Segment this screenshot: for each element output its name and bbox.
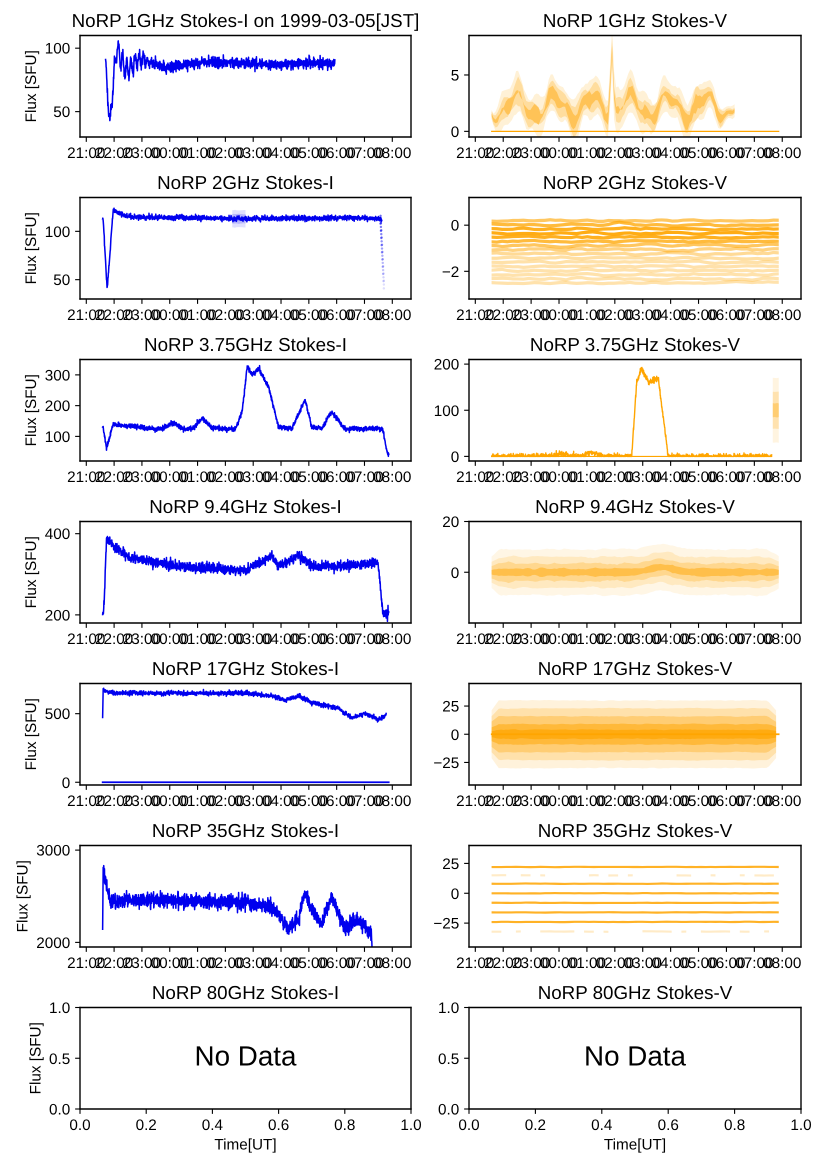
svg-text:NoRP 1GHz Stokes-V: NoRP 1GHz Stokes-V <box>543 11 727 32</box>
svg-text:08:00: 08:00 <box>763 307 801 324</box>
svg-text:NoRP 3.75GHz Stokes-V: NoRP 3.75GHz Stokes-V <box>530 335 740 356</box>
svg-text:0.2: 0.2 <box>525 1117 546 1134</box>
svg-text:0.0: 0.0 <box>69 1117 90 1134</box>
svg-text:2000: 2000 <box>36 935 70 952</box>
svg-text:1.0: 1.0 <box>438 1001 459 1018</box>
svg-text:NoRP 17GHz Stokes-I: NoRP 17GHz Stokes-I <box>152 659 339 680</box>
svg-text:08:00: 08:00 <box>373 793 411 810</box>
svg-text:−25: −25 <box>433 755 459 772</box>
svg-text:No Data: No Data <box>584 1042 687 1073</box>
svg-text:08:00: 08:00 <box>373 145 411 162</box>
svg-text:Flux [SFU]: Flux [SFU] <box>15 860 32 932</box>
svg-text:100: 100 <box>45 41 70 58</box>
svg-text:08:00: 08:00 <box>373 469 411 486</box>
svg-text:Flux [SFU]: Flux [SFU] <box>24 50 41 122</box>
svg-text:0.4: 0.4 <box>591 1117 612 1134</box>
svg-text:NoRP 3.75GHz Stokes-I: NoRP 3.75GHz Stokes-I <box>144 335 347 356</box>
svg-text:50: 50 <box>53 273 70 290</box>
svg-text:08:00: 08:00 <box>763 793 801 810</box>
svg-text:1.0: 1.0 <box>400 1117 421 1134</box>
svg-text:08:00: 08:00 <box>763 469 801 486</box>
svg-text:08:00: 08:00 <box>373 955 411 972</box>
svg-text:200: 200 <box>434 357 459 374</box>
svg-text:NoRP 17GHz Stokes-V: NoRP 17GHz Stokes-V <box>538 659 733 680</box>
svg-text:Flux [SFU]: Flux [SFU] <box>24 536 41 608</box>
svg-text:100: 100 <box>45 224 70 241</box>
svg-text:400: 400 <box>45 527 70 544</box>
svg-text:NoRP 9.4GHz Stokes-I: NoRP 9.4GHz Stokes-I <box>149 497 341 518</box>
svg-text:0: 0 <box>451 727 460 744</box>
svg-text:100: 100 <box>434 403 459 420</box>
svg-text:0.0: 0.0 <box>458 1117 479 1134</box>
svg-text:No Data: No Data <box>195 1042 298 1073</box>
svg-text:20: 20 <box>442 515 459 532</box>
svg-text:0.5: 0.5 <box>438 1051 459 1068</box>
svg-text:−2: −2 <box>442 264 459 281</box>
svg-text:Flux [SFU]: Flux [SFU] <box>24 212 41 284</box>
svg-text:0: 0 <box>451 218 460 235</box>
svg-text:0.8: 0.8 <box>334 1117 355 1134</box>
svg-text:0.0: 0.0 <box>49 1102 70 1119</box>
svg-text:100: 100 <box>45 429 70 446</box>
svg-text:08:00: 08:00 <box>763 145 801 162</box>
svg-text:NoRP 80GHz Stokes-I: NoRP 80GHz Stokes-I <box>152 983 339 1004</box>
svg-text:0: 0 <box>451 124 460 141</box>
svg-text:0.5: 0.5 <box>49 1051 70 1068</box>
svg-text:Flux [SFU]: Flux [SFU] <box>24 698 41 770</box>
svg-text:NoRP 2GHz Stokes-V: NoRP 2GHz Stokes-V <box>543 173 727 194</box>
svg-text:Flux [SFU]: Flux [SFU] <box>24 374 41 446</box>
svg-text:0.6: 0.6 <box>658 1117 679 1134</box>
svg-text:0: 0 <box>451 886 460 903</box>
svg-text:NoRP 1GHz Stokes-I on 1999-03-: NoRP 1GHz Stokes-I on 1999-03-05[JST] <box>72 11 420 32</box>
svg-text:0: 0 <box>451 565 460 582</box>
svg-text:08:00: 08:00 <box>763 631 801 648</box>
svg-text:0.0: 0.0 <box>438 1102 459 1119</box>
svg-text:500: 500 <box>45 707 70 724</box>
svg-text:NoRP 35GHz Stokes-V: NoRP 35GHz Stokes-V <box>538 821 733 842</box>
svg-text:0.2: 0.2 <box>136 1117 157 1134</box>
svg-text:1.0: 1.0 <box>790 1117 811 1134</box>
svg-text:0.6: 0.6 <box>268 1117 289 1134</box>
svg-text:Time[UT]: Time[UT] <box>604 1137 666 1154</box>
svg-text:0.8: 0.8 <box>724 1117 745 1134</box>
svg-text:NoRP 80GHz Stokes-V: NoRP 80GHz Stokes-V <box>538 983 733 1004</box>
svg-text:200: 200 <box>45 399 70 416</box>
svg-text:NoRP 35GHz Stokes-I: NoRP 35GHz Stokes-I <box>152 821 339 842</box>
svg-text:25: 25 <box>442 699 459 716</box>
svg-text:1.0: 1.0 <box>49 1001 70 1018</box>
svg-text:08:00: 08:00 <box>373 631 411 648</box>
svg-text:0.4: 0.4 <box>202 1117 223 1134</box>
svg-text:3000: 3000 <box>36 843 70 860</box>
svg-text:50: 50 <box>53 105 70 122</box>
svg-text:0: 0 <box>62 775 71 792</box>
svg-text:08:00: 08:00 <box>763 955 801 972</box>
svg-text:0: 0 <box>451 449 460 466</box>
svg-text:200: 200 <box>45 608 70 625</box>
svg-text:NoRP 9.4GHz Stokes-V: NoRP 9.4GHz Stokes-V <box>535 497 735 518</box>
svg-text:Flux [SFU]: Flux [SFU] <box>28 1022 45 1094</box>
svg-text:−25: −25 <box>433 916 459 933</box>
svg-text:5: 5 <box>451 68 460 85</box>
svg-text:NoRP 2GHz Stokes-I: NoRP 2GHz Stokes-I <box>157 173 334 194</box>
svg-text:25: 25 <box>442 856 459 873</box>
svg-text:300: 300 <box>45 368 70 385</box>
svg-text:08:00: 08:00 <box>373 307 411 324</box>
svg-text:Time[UT]: Time[UT] <box>214 1137 276 1154</box>
